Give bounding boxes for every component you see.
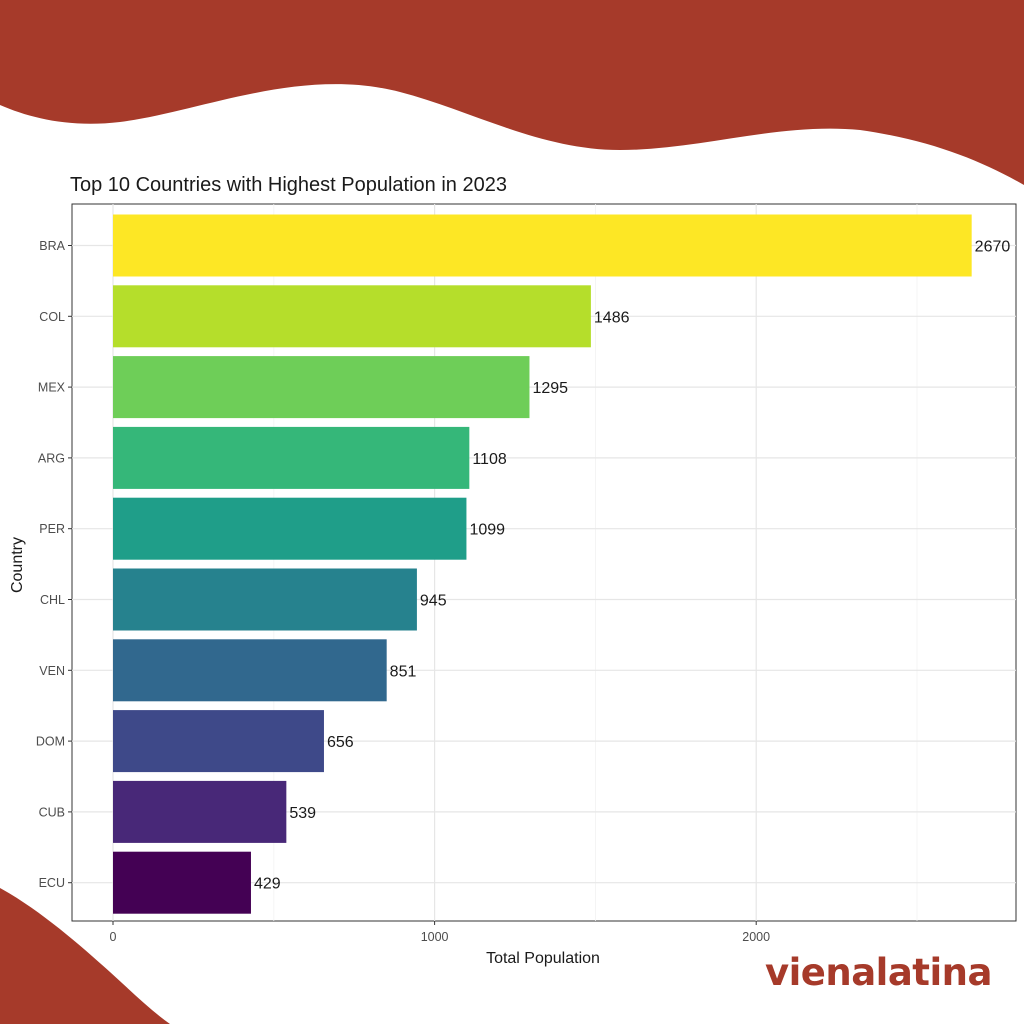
bar-cub	[113, 780, 287, 843]
data-label-cub: 539	[289, 805, 316, 822]
bar-bra	[113, 214, 972, 277]
y-tick-label-cub: CUB	[39, 805, 65, 819]
top-wave-decoration	[0, 0, 1024, 185]
x-tick-label: 0	[110, 930, 117, 944]
data-label-dom: 656	[327, 734, 354, 751]
y-tick-label-arg: ARG	[38, 451, 65, 465]
bar-ecu	[113, 851, 251, 914]
x-axis-title: Total Population	[486, 950, 600, 967]
data-label-chl: 945	[420, 593, 447, 610]
data-label-arg: 1108	[472, 451, 507, 468]
y-tick-label-chl: CHL	[40, 593, 65, 607]
data-label-mex: 1295	[532, 380, 568, 397]
bar-arg	[113, 426, 470, 489]
bar-dom	[113, 710, 324, 773]
data-label-bra: 2670	[975, 239, 1011, 256]
data-labels: 2670 1486 1295 1108 1099 945 851 656 539 429	[254, 239, 1010, 893]
bar-col	[113, 285, 591, 348]
brand-logo: vienalatina	[765, 951, 992, 994]
y-tick-label-per: PER	[39, 522, 65, 536]
bar-chl	[113, 568, 417, 631]
y-tick-label-ven: VEN	[39, 664, 65, 678]
y-tick-label-bra: BRA	[39, 239, 65, 253]
y-tick-label-mex: MEX	[38, 381, 66, 395]
chart-title: Top 10 Countries with Highest Population…	[70, 174, 507, 196]
data-label-per: 1099	[469, 522, 505, 539]
bottom-left-wave-decoration	[0, 888, 170, 1024]
y-tick-label-col: COL	[39, 310, 65, 324]
bar-mex	[113, 356, 530, 419]
x-tick-label: 2000	[742, 930, 770, 944]
data-label-col: 1486	[594, 309, 630, 326]
y-tick-label-ecu: ECU	[39, 876, 65, 890]
y-axis-title: Country	[9, 537, 26, 593]
data-label-ecu: 429	[254, 876, 281, 893]
bar-ven	[113, 639, 387, 702]
y-tick-label-dom: DOM	[36, 735, 65, 749]
data-label-ven: 851	[390, 663, 417, 680]
x-tick-label: 1000	[421, 930, 449, 944]
bars	[113, 214, 972, 914]
bar-per	[113, 497, 467, 560]
y-axis-ticks: BRA COL MEX ARG PER CHL VEN DOM CUB ECU	[36, 239, 72, 890]
x-axis-ticks: 0 1000 2000	[110, 921, 770, 944]
